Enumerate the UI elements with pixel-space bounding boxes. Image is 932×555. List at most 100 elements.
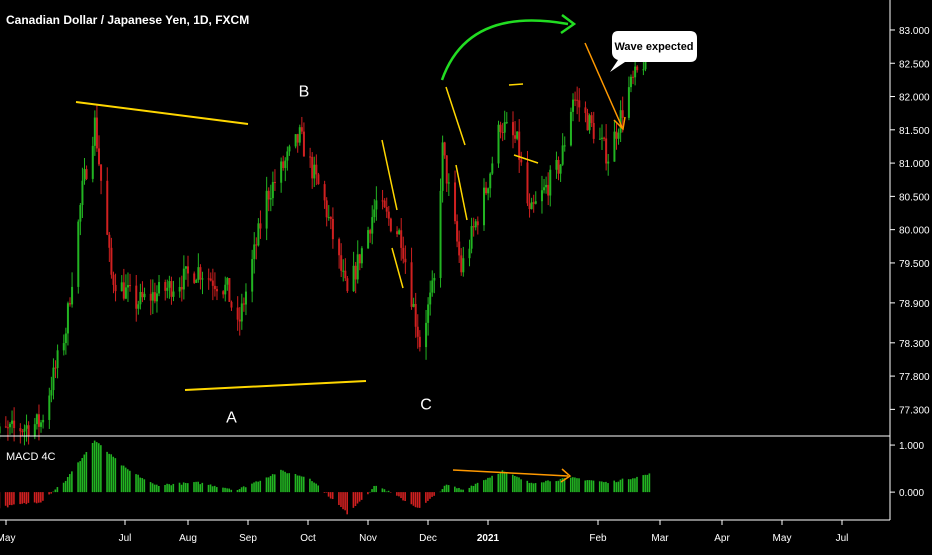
macd-tick-label: 1.000 — [899, 441, 924, 452]
macd-bar — [156, 485, 158, 492]
macd-bar — [570, 478, 572, 492]
macd-bar — [454, 487, 456, 492]
price-tick-label: 79.500 — [899, 259, 930, 270]
macd-bar — [469, 488, 471, 492]
candle-body — [79, 205, 81, 222]
macd-bar — [50, 492, 52, 493]
candle-body — [587, 113, 589, 130]
candle-body — [237, 308, 239, 320]
candle-body — [69, 303, 71, 304]
macd-bar — [440, 492, 442, 493]
candle — [367, 227, 369, 249]
macd-bar — [340, 492, 342, 507]
macd-bar — [303, 477, 305, 492]
candle-body — [201, 278, 203, 279]
macd-bar — [21, 492, 23, 504]
candle-body — [65, 333, 67, 343]
candle-body — [456, 221, 458, 241]
candle-body — [419, 337, 421, 347]
price-tick-label: 81.500 — [899, 126, 930, 137]
candle-body — [576, 100, 578, 101]
candle-body — [326, 200, 328, 217]
macd-bar — [601, 481, 603, 492]
candle-body — [255, 244, 257, 245]
macd-bar — [201, 483, 203, 492]
macd-bar — [210, 484, 212, 492]
candle-body — [404, 259, 406, 262]
macd-bar — [353, 492, 355, 508]
candle-body — [529, 203, 531, 209]
macd-bar — [535, 483, 537, 492]
macd-bar — [251, 484, 253, 492]
candle-body — [483, 188, 485, 226]
macd-bar — [69, 474, 71, 492]
candle-body — [152, 292, 154, 300]
candle-body — [197, 267, 199, 280]
macd-bar — [168, 484, 170, 492]
macd-bar — [112, 457, 114, 492]
macd-bar — [158, 486, 160, 492]
candle-body — [375, 200, 377, 209]
candle-body — [181, 287, 183, 289]
macd-bar — [135, 474, 137, 492]
candle-body — [458, 242, 460, 256]
macd-bar — [195, 482, 197, 492]
macd-bar — [344, 492, 346, 510]
macd-bar — [367, 492, 369, 494]
macd-bar — [67, 477, 69, 492]
candle-body — [367, 230, 369, 248]
candle-body — [210, 279, 212, 281]
candle-body — [158, 282, 160, 293]
candle-body — [560, 165, 562, 174]
candle-body — [526, 162, 528, 203]
macd-bar — [185, 483, 187, 492]
price-tick-label: 77.800 — [899, 372, 930, 383]
candle-body — [164, 282, 166, 291]
candle — [228, 278, 230, 302]
macd-bar — [487, 478, 489, 492]
macd-bar — [57, 487, 59, 492]
macd-bar — [458, 488, 460, 492]
macd-bar — [560, 479, 562, 492]
candle-body — [216, 289, 218, 291]
candle-body — [558, 160, 560, 174]
candle-body — [243, 303, 245, 304]
candle-body — [386, 207, 388, 212]
macd-bar — [139, 478, 141, 493]
candle-body — [195, 280, 197, 283]
flag-line-top[interactable] — [509, 84, 523, 85]
candle-body — [564, 145, 566, 146]
candle — [346, 276, 348, 293]
candle-body — [299, 127, 301, 142]
macd-bar — [55, 490, 57, 493]
macd-bar — [448, 485, 450, 492]
candle-body — [284, 161, 286, 168]
candle-body — [425, 323, 427, 347]
candle-body — [156, 293, 158, 301]
candle-body — [108, 235, 110, 248]
macd-bar — [98, 443, 100, 492]
candle-body — [57, 350, 59, 368]
candle-body — [415, 304, 417, 327]
candle-body — [170, 281, 172, 297]
macd-bar — [253, 482, 255, 492]
macd-bar — [212, 486, 214, 492]
macd-bar — [226, 488, 228, 492]
macd-bar — [121, 465, 123, 492]
macd-bar — [106, 452, 108, 492]
time-tick-label: Feb — [589, 533, 607, 544]
macd-bar — [628, 479, 630, 492]
candle-body — [388, 212, 390, 219]
macd-bar — [371, 489, 373, 492]
candle-body — [141, 292, 143, 297]
candle-body — [504, 122, 506, 132]
macd-bar — [77, 462, 79, 492]
candle-body — [555, 160, 557, 170]
candle-body — [295, 134, 297, 146]
price-tick-label: 82.500 — [899, 59, 930, 70]
candle-body — [338, 239, 340, 255]
candle-body — [77, 222, 79, 287]
candle-body — [324, 184, 326, 200]
